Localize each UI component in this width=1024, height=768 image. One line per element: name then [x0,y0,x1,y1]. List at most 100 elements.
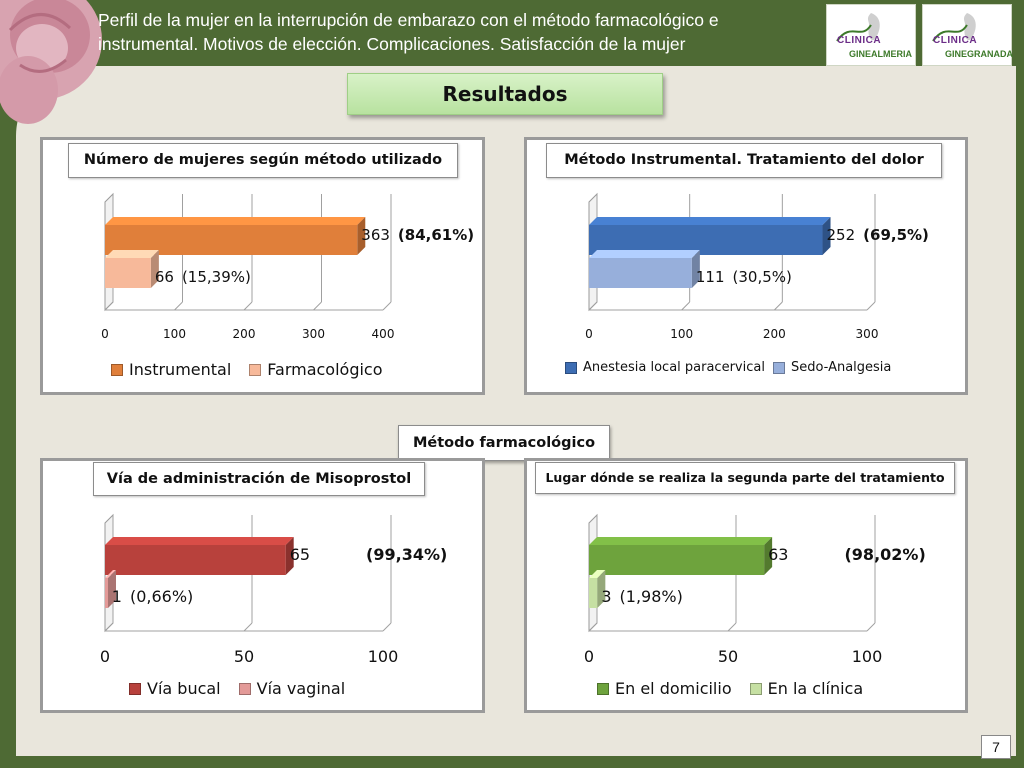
logo2-line1: CLINICA [933,35,978,46]
bar-side [108,570,116,608]
logo2-line2: GINEGRANADA [945,49,1014,59]
data-value: 252 [827,226,856,244]
gridline-floor [866,622,876,632]
bar-top [105,217,366,225]
gridline-floor [727,622,737,632]
data-value: 111 [696,268,725,286]
legend-swatch [129,682,141,695]
data-value: 1 [112,587,122,606]
gridline-floor [104,622,114,632]
chart-title: Vía de administración de Misoprostol [93,462,425,496]
bar-side [691,250,700,288]
legend-label: Vía vaginal [256,679,346,698]
data-pct: (84,61%) [398,226,474,244]
data-label: 1 (0,66%) [112,587,194,606]
gridline-floor [104,301,114,311]
data-value: 3 [601,587,611,606]
bar-top [105,537,294,545]
gridline-floor [588,301,598,311]
chart-title: Método Instrumental. Tratamiento del dol… [546,143,942,178]
bar [105,258,151,288]
tick-label: 0 [584,647,594,666]
legend-swatch [238,682,251,695]
chart-legend: Anestesia local paracervical Sedo-Analge… [565,360,891,375]
bar-top [589,250,700,258]
chart-metodo-utilizado: 363 (84,61%) 66 (15,39%) 0 100 200 300 400 Instr… [40,137,485,395]
chart-legend: Vía bucal Vía vaginal [129,679,345,698]
legend-label: Instrumental [129,360,232,379]
page-number: 7 [981,735,1011,759]
legend-item: Instrumental [111,360,231,379]
data-label: 3 (1,98%) [601,587,683,606]
title-line-2: instrumental. Motivos de elección. Compl… [98,34,686,54]
tick-label: 100 [368,647,399,666]
data-pct: (99,34%) [366,545,447,564]
legend-label: Sedo-Analgesia [790,360,892,375]
slide-title: Perfil de la mujer en la interrupción de… [98,8,818,56]
clinic-figure-icon [932,13,976,42]
bar-side [357,217,366,255]
data-value: 66 [155,268,174,286]
tick-label: 300 [856,327,879,341]
bar-side [285,537,294,575]
bar [589,578,598,608]
bar-side [597,570,606,608]
data-label: 66 (15,39%) [155,268,251,286]
clinic-figure-icon [836,13,880,42]
gridline-floor [773,301,783,311]
legend-swatch [772,361,785,374]
tick-label: 100 [670,327,693,341]
legend-item: Farmacológico [249,360,383,379]
data-value: 363 [361,226,390,244]
gridline-floor [243,622,253,632]
bar-side [150,250,159,288]
data-pct: (1,98%) [620,587,683,606]
bar-top [589,570,606,578]
tick-label: 400 [372,327,395,341]
chart-lugar-tratamiento: 63 (98,02%) 3 (1,98%) 0 50 100 En el domicilio… [524,458,968,713]
section-title: Resultados [347,73,663,115]
gridline-floor [243,301,253,311]
chart-plot: 363 (84,61%) 66 (15,39%) 0 100 200 300 400 [101,192,474,341]
chart-legend: En el domicilio En la clínica [597,679,863,698]
chart-plot: 65 (99,34%) 1 (0,66%) 0 50 100 [100,513,447,666]
legend-swatch [249,363,262,376]
data-label: 363 (84,61%) [361,226,474,244]
rose-decoration-icon [0,0,102,124]
tick-label: 0 [101,327,109,341]
legend-label: Anestesia local paracervical [583,360,765,375]
data-value: 63 [768,545,788,564]
legend-swatch [597,682,609,695]
gridline-floor [174,301,183,311]
legend-item: Vía vaginal [238,679,346,698]
logo-ginegranada: CLINICA GINEGRANADA [922,4,1014,66]
bar-top [589,537,773,545]
data-label: 111 (30,5%) [696,268,792,286]
chart-via-administracion: 65 (99,34%) 1 (0,66%) 0 50 100 Vía bucal Vía v… [40,458,485,713]
legend-item: En el domicilio [597,679,732,698]
legend-label: En el domicilio [615,679,732,698]
gridline-floor [588,622,598,632]
data-pct: (0,66%) [130,587,193,606]
tick-label: 0 [100,647,110,666]
logo1-line2: GINEALMERIA [849,49,912,59]
chart-tratamiento-dolor: 252 (69,5%) 111 (30,5%) 0 100 200 300 Anestesia… [524,137,968,395]
data-pct: (98,02%) [844,545,925,564]
logo1-line1: CLINICA [837,35,882,46]
data-pct: (30,5%) [733,268,792,286]
bar-side [764,537,773,575]
bar-side [822,217,831,255]
legend-label: En la clínica [767,679,864,698]
chart-plot: 63 (98,02%) 3 (1,98%) 0 50 100 [584,513,926,666]
bar [589,258,692,288]
gridline-floor [313,301,322,311]
gridline-floor [382,622,392,632]
legend-item: Vía bucal [129,679,221,698]
logo-ginealmeria: CLINICA GINEALMERIA [826,4,916,66]
legend-item: En la clínica [749,679,864,698]
legend-swatch [111,363,123,376]
tick-label: 200 [763,327,786,341]
tick-label: 50 [234,647,254,666]
chart-legend: Instrumental Farmacológico [111,360,383,379]
legend-label: Farmacológico [267,360,383,379]
